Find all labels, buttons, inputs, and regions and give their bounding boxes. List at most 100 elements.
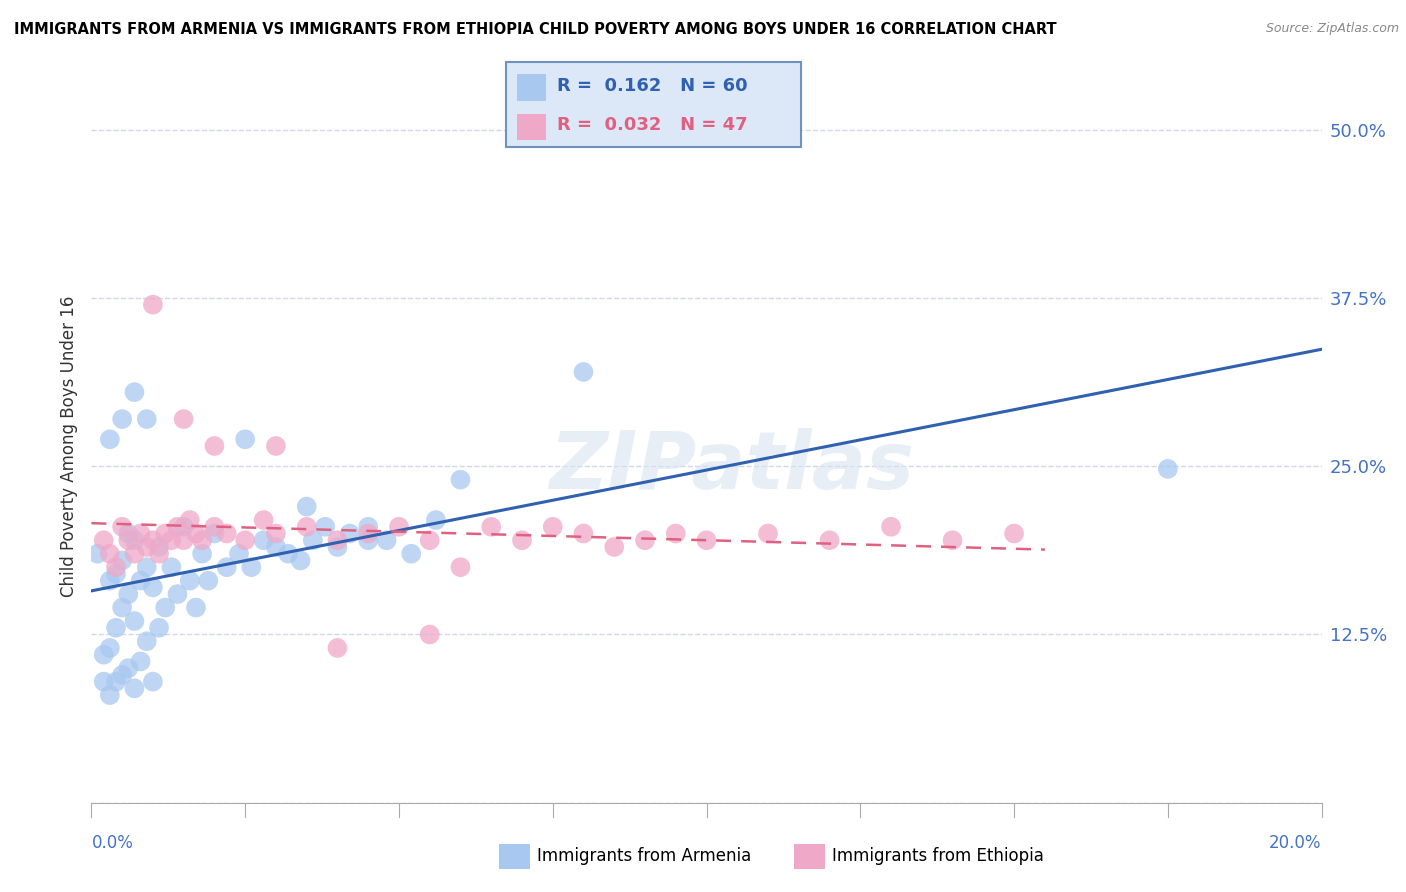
Point [124, 547, 146, 561]
Point [264, 526, 287, 541]
Point [357, 520, 380, 534]
Point [93, 533, 115, 548]
Point [603, 540, 626, 554]
Point [314, 520, 336, 534]
Point [233, 533, 256, 548]
Point [148, 621, 170, 635]
Point [129, 655, 152, 669]
Point [98, 547, 121, 561]
Point [449, 473, 471, 487]
Point [1002, 526, 1025, 541]
Point [375, 533, 398, 548]
Point [388, 520, 411, 534]
Point [264, 439, 287, 453]
Point [86, 547, 108, 561]
Point [98, 432, 121, 446]
Point [129, 526, 152, 541]
Y-axis label: Child Poverty Among Boys Under 16: Child Poverty Among Boys Under 16 [59, 295, 77, 597]
Point [179, 574, 201, 588]
Point [818, 533, 841, 548]
Point [240, 560, 263, 574]
Point [179, 513, 201, 527]
Point [98, 574, 121, 588]
Point [105, 621, 127, 635]
Point [449, 560, 471, 574]
Point [215, 526, 238, 541]
Point [105, 566, 127, 581]
Point [696, 533, 718, 548]
Point [634, 533, 657, 548]
Point [111, 412, 134, 426]
Point [111, 600, 134, 615]
Point [184, 600, 207, 615]
Point [173, 520, 195, 534]
Text: ZIPatlas: ZIPatlas [548, 428, 914, 507]
Point [111, 668, 134, 682]
Point [295, 500, 318, 514]
Point [419, 533, 441, 548]
Point [510, 533, 533, 548]
Text: 20.0%: 20.0% [1270, 834, 1322, 852]
Text: Immigrants from Armenia: Immigrants from Armenia [537, 847, 751, 865]
Text: R =  0.032   N = 47: R = 0.032 N = 47 [557, 116, 748, 134]
Point [142, 533, 165, 548]
Point [756, 526, 779, 541]
Point [357, 533, 380, 548]
Point [357, 526, 380, 541]
Point [98, 640, 121, 655]
Point [942, 533, 965, 548]
Point [290, 553, 312, 567]
Point [142, 580, 165, 594]
Text: Immigrants from Ethiopia: Immigrants from Ethiopia [832, 847, 1045, 865]
Point [665, 526, 688, 541]
Point [264, 540, 287, 554]
Point [202, 526, 225, 541]
Point [117, 533, 139, 548]
Point [142, 298, 165, 312]
Point [142, 674, 165, 689]
Point [129, 574, 152, 588]
Point [160, 560, 183, 574]
Point [202, 520, 225, 534]
Point [541, 520, 564, 534]
Point [117, 526, 139, 541]
Point [326, 533, 349, 548]
Text: 0.0%: 0.0% [91, 834, 134, 852]
Point [153, 600, 177, 615]
Point [572, 365, 595, 379]
Point [228, 547, 250, 561]
Text: Source: ZipAtlas.com: Source: ZipAtlas.com [1265, 22, 1399, 36]
Point [295, 520, 318, 534]
Point [124, 385, 146, 400]
Point [399, 547, 422, 561]
Point [166, 520, 188, 534]
Point [153, 526, 177, 541]
Point [135, 560, 157, 574]
Point [1157, 462, 1180, 476]
Point [105, 674, 127, 689]
Point [233, 432, 256, 446]
Point [148, 547, 170, 561]
Point [93, 674, 115, 689]
Point [135, 412, 157, 426]
Point [111, 520, 134, 534]
Point [301, 533, 323, 548]
Point [124, 614, 146, 628]
Text: IMMIGRANTS FROM ARMENIA VS IMMIGRANTS FROM ETHIOPIA CHILD POVERTY AMONG BOYS UND: IMMIGRANTS FROM ARMENIA VS IMMIGRANTS FR… [14, 22, 1057, 37]
Point [124, 681, 146, 696]
Point [166, 587, 188, 601]
Point [425, 513, 447, 527]
Point [117, 661, 139, 675]
Point [326, 540, 349, 554]
Point [111, 553, 134, 567]
Point [479, 520, 502, 534]
Point [215, 560, 238, 574]
Point [277, 547, 299, 561]
Point [191, 533, 214, 548]
Point [148, 540, 170, 554]
Point [184, 526, 207, 541]
Text: R =  0.162   N = 60: R = 0.162 N = 60 [557, 78, 748, 95]
Point [880, 520, 903, 534]
Point [135, 634, 157, 648]
Point [191, 547, 214, 561]
